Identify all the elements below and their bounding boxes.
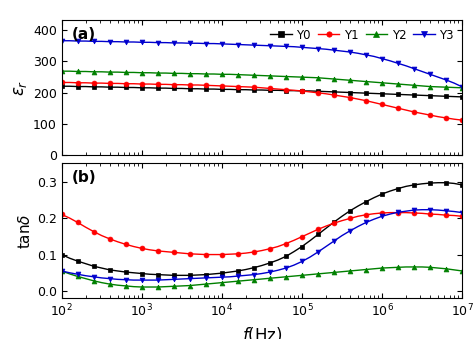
Y0	[59, 253, 64, 257]
Y2	[347, 78, 353, 82]
Y1	[387, 211, 393, 215]
Y1	[323, 92, 329, 96]
Y1	[355, 214, 361, 218]
Y3	[59, 269, 64, 273]
Line: Y1: Y1	[59, 210, 465, 257]
Y0	[195, 273, 201, 277]
Y2	[403, 265, 409, 269]
Y2	[451, 268, 457, 272]
Y1	[451, 214, 457, 218]
Y0	[331, 220, 337, 224]
Y0	[187, 273, 192, 277]
Y1	[203, 253, 209, 257]
Y1	[187, 252, 192, 256]
Y2	[147, 71, 153, 75]
Y3	[59, 39, 64, 43]
Y2	[451, 85, 457, 89]
Y0	[171, 273, 177, 277]
Y1	[451, 117, 457, 121]
Line: Y3: Y3	[59, 207, 465, 282]
Y2	[459, 86, 465, 90]
Y3	[355, 224, 361, 228]
Y1	[459, 118, 465, 122]
Y2	[323, 76, 329, 80]
Y0	[451, 181, 457, 185]
Y2	[139, 285, 145, 289]
Y1	[147, 82, 153, 86]
Line: Y0: Y0	[59, 180, 465, 278]
Legend: Y0, Y1, Y2, Y3: Y0, Y1, Y2, Y3	[268, 26, 456, 44]
Line: Y2: Y2	[59, 69, 465, 90]
Y0	[435, 181, 441, 185]
X-axis label: $f$(Hz): $f$(Hz)	[242, 325, 282, 339]
Y0	[59, 84, 64, 88]
Line: Y3: Y3	[59, 38, 465, 89]
Y0	[355, 204, 361, 208]
Y3	[147, 40, 153, 44]
Y2	[195, 283, 201, 287]
Y3	[131, 278, 137, 282]
Y3	[331, 239, 337, 243]
Text: (a): (a)	[72, 27, 96, 42]
Y1	[179, 83, 184, 87]
Y1	[179, 251, 184, 255]
Y1	[59, 213, 64, 217]
Y3	[187, 41, 192, 45]
Y2	[331, 271, 337, 275]
Y3	[459, 211, 465, 215]
Y3	[323, 47, 329, 51]
Y1	[147, 248, 153, 252]
Y3	[451, 81, 457, 85]
Y3	[179, 41, 184, 45]
Y0	[147, 272, 153, 276]
Y2	[355, 268, 361, 272]
Line: Y2: Y2	[59, 264, 465, 290]
Y0	[451, 95, 457, 99]
Y0	[459, 183, 465, 187]
Y1	[347, 96, 353, 100]
Y-axis label: tan$\delta$: tan$\delta$	[17, 213, 33, 248]
Y1	[331, 221, 337, 225]
Y2	[59, 269, 64, 273]
Y0	[179, 86, 184, 91]
Y3	[419, 208, 425, 212]
Y2	[179, 71, 184, 75]
Y0	[459, 95, 465, 99]
Y0	[347, 91, 353, 95]
Line: Y0: Y0	[59, 84, 465, 99]
Y3	[195, 276, 201, 280]
Y1	[459, 214, 465, 218]
Y0	[147, 86, 153, 90]
Y0	[323, 89, 329, 94]
Y3	[451, 210, 457, 214]
Y1	[59, 80, 64, 84]
Y3	[155, 278, 161, 282]
Y0	[187, 87, 192, 91]
Y2	[59, 69, 64, 73]
Y1	[187, 83, 192, 87]
Text: (b): (b)	[72, 170, 96, 185]
Y2	[459, 269, 465, 273]
Y3	[347, 50, 353, 54]
Y3	[459, 85, 465, 89]
Line: Y1: Y1	[59, 80, 465, 123]
Y2	[187, 72, 192, 76]
Y-axis label: $\varepsilon_r$: $\varepsilon_r$	[11, 80, 29, 96]
Y2	[187, 283, 192, 287]
Y2	[155, 285, 161, 289]
Y3	[187, 277, 192, 281]
